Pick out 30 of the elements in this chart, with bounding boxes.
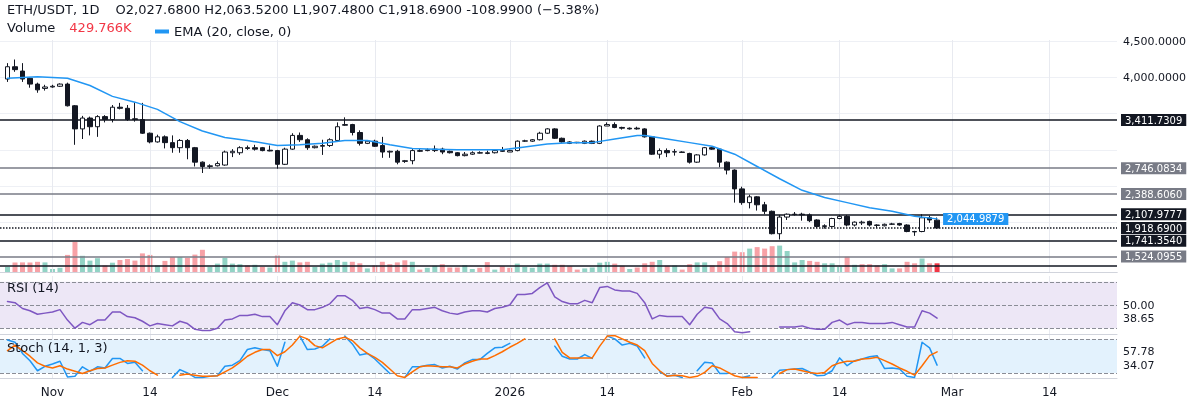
ref-line-label: 2,388.6060 xyxy=(1125,188,1183,200)
legend-label: EMA (20, close, 0) xyxy=(174,24,292,39)
x-tick-label: 14 xyxy=(367,385,383,399)
text: 429.766K xyxy=(69,20,133,35)
x-tick-label: 14 xyxy=(142,385,158,399)
chart-title: ETH/USDT, 1D xyxy=(7,2,100,17)
chart-title: RSI (14) xyxy=(7,280,59,295)
y-tick-label: 4,500.0000 xyxy=(1123,34,1186,48)
y-tick-label: 50.00 xyxy=(1123,298,1155,312)
chart-subtitle: O2,027.6800 H2,063.5200 L1,907.4800 C1,918.6900 -108.9900 (−5.38%) xyxy=(115,2,600,17)
x-tick-label: Nov xyxy=(40,385,65,399)
x-tick-label: 14 xyxy=(831,385,848,399)
x-tick-label: 14 xyxy=(599,385,615,399)
x-tick-label: 2026 xyxy=(494,385,526,399)
x-tick-label: Feb xyxy=(731,385,753,399)
ref-line-label: 2,107.9777 xyxy=(1125,208,1183,220)
y-tick-label: 4,000.0000 xyxy=(1123,71,1186,85)
y-tick-label: 34.07 xyxy=(1123,358,1155,372)
ref-line-label: 1,918.6900 xyxy=(1125,222,1183,234)
ref-line-label: 1,524.0955 xyxy=(1125,251,1183,263)
x-tick-label: 14 xyxy=(1041,385,1058,399)
x-tick-label: Mar xyxy=(940,385,964,399)
data-label: 2,044.9879 xyxy=(947,213,1005,225)
ref-line-label: 3,411.7309 xyxy=(1125,114,1183,126)
y-tick-label: 57.78 xyxy=(1123,345,1155,359)
y-tick-label: 38.65 xyxy=(1123,311,1155,325)
ref-line-label: 2,746.0834 xyxy=(1125,162,1183,174)
ref-line-label: 1,741.3540 xyxy=(1125,235,1183,247)
x-tick-label: Dec xyxy=(265,385,289,399)
chart-title: Volume xyxy=(7,20,56,35)
